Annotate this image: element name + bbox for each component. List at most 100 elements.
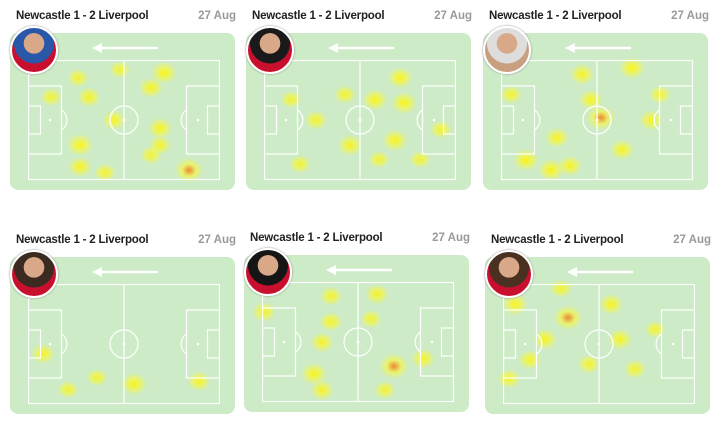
heat-spot	[138, 77, 163, 98]
pitch-lines	[28, 284, 220, 404]
heat-spot	[31, 343, 56, 364]
heat-spot	[40, 88, 62, 107]
card-header: Newcastle 1 - 2 Liverpool 27 Aug	[489, 10, 709, 26]
match-title[interactable]: Newcastle 1 - 2 Liverpool	[250, 232, 383, 244]
heatmap	[28, 284, 220, 404]
heat-spot	[569, 64, 594, 85]
attack-direction-arrow-icon	[326, 265, 392, 275]
heat-spot	[533, 328, 558, 350]
player-avatar[interactable]	[10, 26, 58, 74]
match-title[interactable]: Newcastle 1 - 2 Liverpool	[489, 10, 622, 22]
heatmap-card[interactable]: Newcastle 1 - 2 Liverpool 27 Aug	[10, 234, 236, 416]
heat-spot	[57, 380, 79, 399]
pitch	[264, 60, 456, 180]
heat-spot	[148, 118, 173, 139]
heat-spot	[618, 57, 645, 80]
attack-direction-arrow-icon	[92, 267, 158, 277]
heat-spot	[639, 110, 663, 130]
match-date: 27 Aug	[434, 10, 472, 22]
heat-spot	[553, 304, 584, 331]
heatmap	[251, 282, 454, 402]
heat-spot	[518, 349, 542, 370]
pitch	[28, 284, 220, 404]
heatmap-card[interactable]: Newcastle 1 - 2 Liverpool 27 Aug	[246, 10, 472, 192]
player-avatar[interactable]	[244, 248, 292, 296]
heat-spot	[362, 88, 388, 111]
heat-spot	[338, 134, 363, 156]
heat-spot	[598, 294, 623, 315]
heat-spot	[649, 85, 672, 105]
match-title[interactable]: Newcastle 1 - 2 Liverpool	[16, 10, 149, 22]
pitch-lines	[501, 60, 693, 180]
heatmap-card[interactable]: Newcastle 1 - 2 Liverpool 27 Aug	[483, 10, 709, 192]
heat-spot	[558, 155, 583, 176]
heat-spot	[310, 332, 334, 352]
heat-spot	[187, 371, 211, 391]
heat-spot	[140, 145, 162, 164]
heat-spot	[300, 363, 327, 386]
heat-spot	[578, 355, 601, 374]
heat-spot	[379, 353, 410, 379]
heat-spot	[544, 127, 569, 149]
heat-spot	[289, 155, 311, 174]
heat-spot	[382, 129, 408, 152]
heat-spot	[360, 310, 382, 329]
heat-spot	[120, 372, 147, 395]
heat-spot	[109, 60, 131, 79]
heat-spot	[86, 368, 108, 387]
heatmap-card[interactable]: Newcastle 1 - 2 Liverpool 27 Aug	[485, 234, 711, 416]
heatmap-pitch-area	[10, 33, 235, 190]
match-date: 27 Aug	[673, 234, 711, 246]
attack-direction-arrow-icon	[328, 43, 394, 53]
heat-spot	[333, 85, 356, 105]
pitch	[497, 279, 695, 404]
heat-spot	[499, 85, 522, 105]
heat-spot	[387, 67, 413, 89]
card-header: Newcastle 1 - 2 Liverpool 27 Aug	[491, 234, 711, 250]
heat-spot	[67, 69, 89, 87]
heat-spot	[67, 156, 92, 177]
heat-spot	[304, 110, 327, 130]
match-date: 27 Aug	[198, 234, 236, 246]
heat-spot	[280, 90, 302, 109]
heat-spot	[609, 139, 634, 161]
player-avatar[interactable]	[10, 250, 58, 298]
heatmap	[264, 60, 456, 180]
heat-spot	[93, 163, 116, 183]
player-avatar[interactable]	[246, 26, 294, 74]
heat-spot	[411, 348, 436, 369]
match-title[interactable]: Newcastle 1 - 2 Liverpool	[252, 10, 385, 22]
match-date: 27 Aug	[432, 232, 470, 244]
heat-spot	[608, 328, 633, 350]
card-header: Newcastle 1 - 2 Liverpool 27 Aug	[250, 232, 470, 248]
pitch-lines	[503, 284, 695, 404]
player-avatar[interactable]	[485, 250, 533, 298]
heatmap-card[interactable]: Newcastle 1 - 2 Liverpool 27 Aug	[10, 10, 236, 192]
pitch	[28, 60, 220, 183]
heatmap	[497, 279, 695, 404]
pitch-lines	[264, 60, 456, 180]
match-title[interactable]: Newcastle 1 - 2 Liverpool	[491, 234, 624, 246]
heat-spot	[251, 301, 276, 323]
card-header: Newcastle 1 - 2 Liverpool 27 Aug	[252, 10, 472, 26]
pitch-lines	[28, 60, 220, 180]
heatmap	[28, 60, 220, 183]
heat-spot	[644, 320, 666, 339]
card-header: Newcastle 1 - 2 Liverpool 27 Aug	[16, 10, 236, 26]
heat-spot	[66, 134, 93, 157]
match-date: 27 Aug	[198, 10, 236, 22]
heat-spot	[624, 359, 647, 379]
heat-spot	[537, 159, 564, 182]
heatmap	[499, 57, 693, 182]
heat-spot	[391, 92, 418, 115]
card-header: Newcastle 1 - 2 Liverpool 27 Aug	[16, 234, 236, 250]
heat-spot	[319, 311, 343, 332]
heatmap-card[interactable]: Newcastle 1 - 2 Liverpool 27 Aug	[244, 232, 470, 414]
pitch-lines	[262, 282, 454, 402]
heat-spot	[102, 110, 126, 130]
match-title[interactable]: Newcastle 1 - 2 Liverpool	[16, 234, 149, 246]
player-avatar[interactable]	[483, 26, 531, 74]
heat-spot	[365, 284, 389, 304]
match-date: 27 Aug	[671, 10, 709, 22]
pitch	[251, 282, 454, 402]
